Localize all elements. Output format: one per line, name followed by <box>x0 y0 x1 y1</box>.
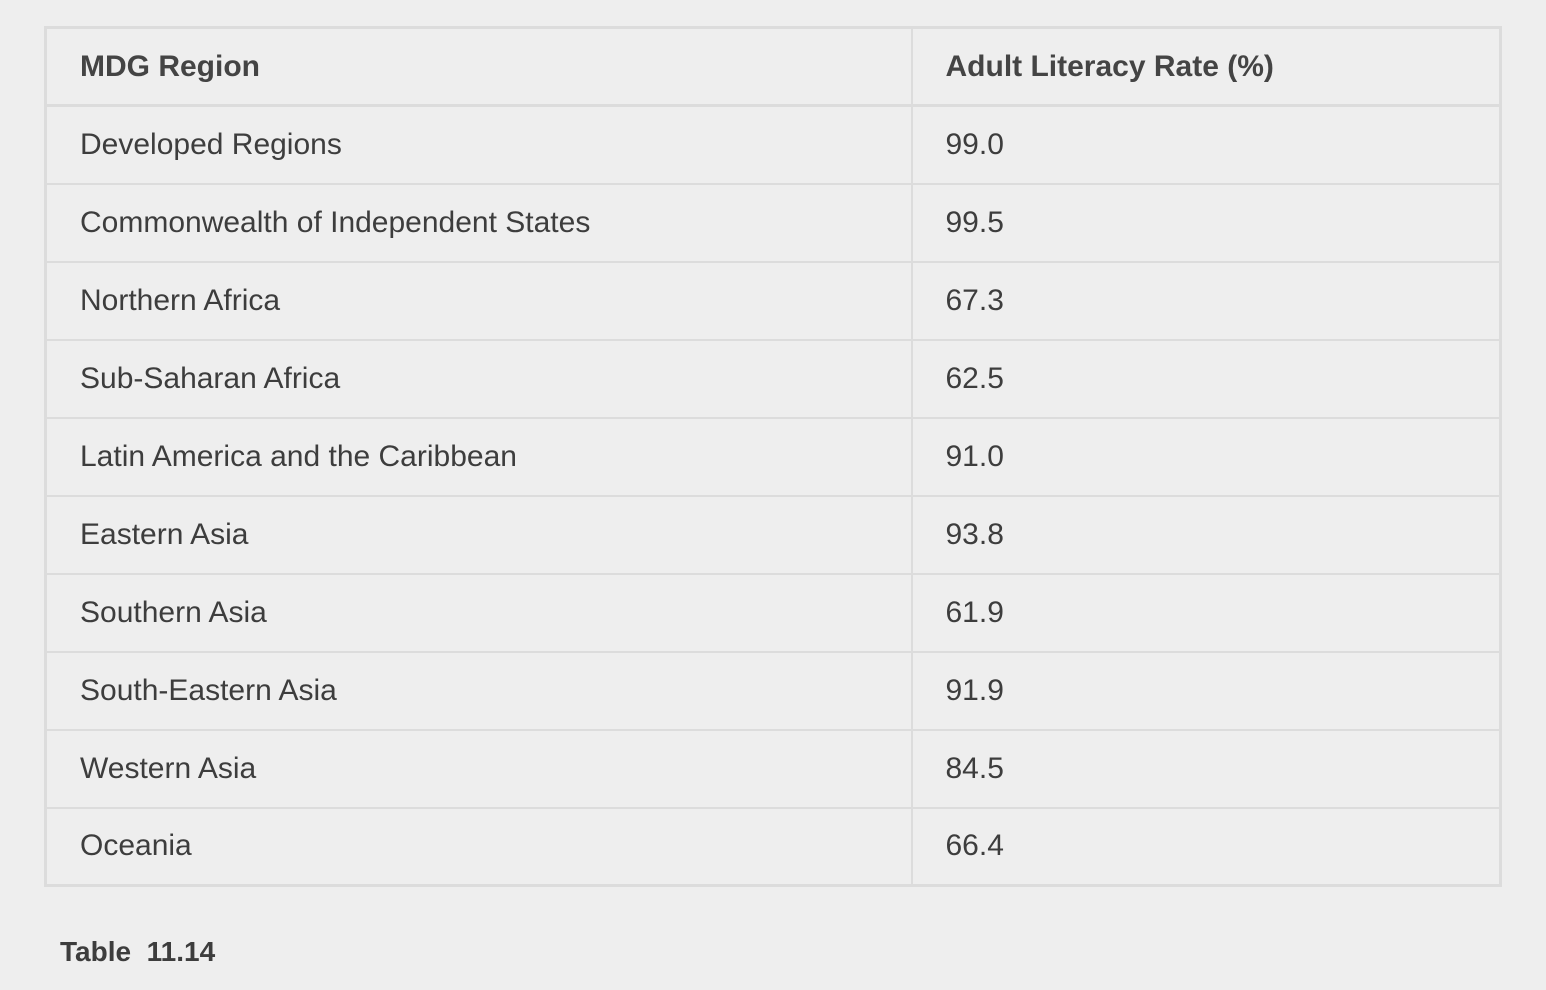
region-cell: South-Eastern Asia <box>44 650 913 731</box>
table-row: Developed Regions 99.0 <box>44 104 1502 185</box>
table-row: Southern Asia 61.9 <box>44 572 1502 653</box>
table-header-row: MDG Region Adult Literacy Rate (%) <box>44 26 1502 107</box>
table-row: Latin America and the Caribbean 91.0 <box>44 416 1502 497</box>
region-cell: Commonwealth of Independent States <box>44 182 913 263</box>
rate-cell: 91.0 <box>910 416 1502 497</box>
region-cell: Sub-Saharan Africa <box>44 338 913 419</box>
rate-cell: 62.5 <box>910 338 1502 419</box>
region-cell: Western Asia <box>44 728 913 809</box>
table-container: MDG Region Adult Literacy Rate (%) Devel… <box>44 26 1502 887</box>
table-row: Eastern Asia 93.8 <box>44 494 1502 575</box>
table-caption: Table 11.14 <box>60 936 216 967</box>
rate-cell: 66.4 <box>910 806 1502 887</box>
table-row: Northern Africa 67.3 <box>44 260 1502 341</box>
rate-cell: 93.8 <box>910 494 1502 575</box>
header-mdg-region: MDG Region <box>44 26 913 107</box>
rate-cell: 91.9 <box>910 650 1502 731</box>
region-cell: Eastern Asia <box>44 494 913 575</box>
rate-cell: 61.9 <box>910 572 1502 653</box>
table-row: South-Eastern Asia 91.9 <box>44 650 1502 731</box>
region-cell: Southern Asia <box>44 572 913 653</box>
table-row: Western Asia 84.5 <box>44 728 1502 809</box>
region-cell: Northern Africa <box>44 260 913 341</box>
table-row: Commonwealth of Independent States 99.5 <box>44 182 1502 263</box>
region-cell: Developed Regions <box>44 104 913 185</box>
table-row: Sub-Saharan Africa 62.5 <box>44 338 1502 419</box>
rate-cell: 84.5 <box>910 728 1502 809</box>
rate-cell: 99.0 <box>910 104 1502 185</box>
rate-cell: 99.5 <box>910 182 1502 263</box>
header-literacy-rate: Adult Literacy Rate (%) <box>910 26 1502 107</box>
region-cell: Oceania <box>44 806 913 887</box>
region-cell: Latin America and the Caribbean <box>44 416 913 497</box>
literacy-table: MDG Region Adult Literacy Rate (%) Devel… <box>44 26 1502 887</box>
table-row: Oceania 66.4 <box>44 806 1502 887</box>
rate-cell: 67.3 <box>910 260 1502 341</box>
